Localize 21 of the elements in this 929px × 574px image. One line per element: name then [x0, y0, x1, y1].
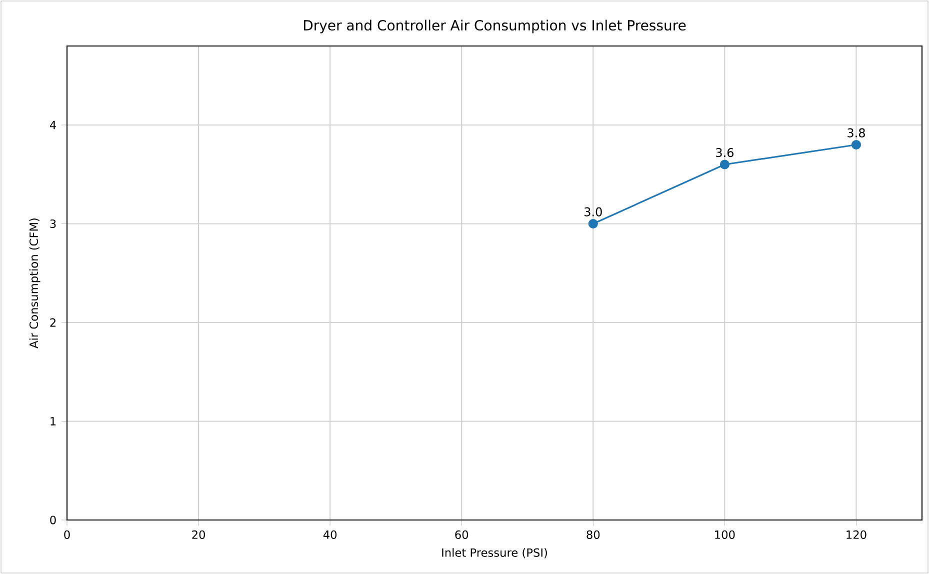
- y-tick-label: 4: [50, 120, 56, 130]
- chart-title: Dryer and Controller Air Consumption vs Inlet Pressure: [304, 20, 686, 34]
- point: [720, 160, 730, 170]
- point: [851, 140, 862, 150]
- x-tick-label: 40: [323, 530, 337, 539]
- point: [588, 218, 598, 229]
- data-label: 3.6: [716, 148, 734, 158]
- y-tick-label: 2: [50, 318, 56, 327]
- x-tick-label: 100: [715, 530, 735, 539]
- data-label: 3.8: [848, 128, 865, 138]
- x-tick-label: 0: [64, 530, 70, 539]
- x-tick-label: 20: [192, 530, 205, 539]
- data-label: 3.0: [584, 207, 602, 216]
- y-axis-title: Air Consumption (CFM): [29, 218, 40, 348]
- x-tick-label: 80: [586, 530, 600, 539]
- y-tick-label: 3: [50, 219, 56, 228]
- x-tick-label: 60: [455, 530, 468, 539]
- x-tick-label: 120: [846, 530, 866, 539]
- x-axis-title: Inlet Pressure (PSI): [442, 548, 547, 558]
- y-tick-label: 1: [50, 417, 56, 426]
- y-tick-label: 0: [50, 516, 56, 524]
